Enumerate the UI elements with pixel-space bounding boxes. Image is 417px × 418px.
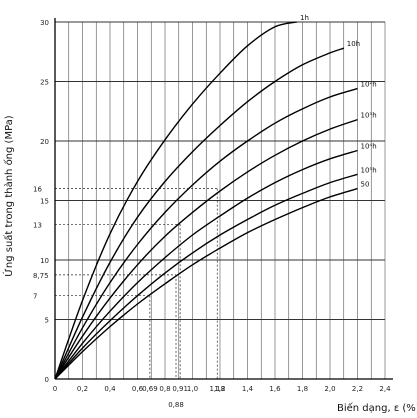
x-tick-label: 1,4 xyxy=(242,385,254,393)
series-line xyxy=(54,21,298,380)
series-label: 50 xyxy=(361,181,370,189)
series-line xyxy=(54,149,358,380)
series-line xyxy=(54,118,358,380)
y-axis-title: Ứng suất trong thành ống (MPa) xyxy=(2,115,15,276)
x-axis-title: Biến dạng, ε (%) xyxy=(337,402,417,414)
x-tick-label: 0,8 xyxy=(159,385,170,393)
y-tick-label: 25 xyxy=(40,79,49,87)
y-tick-label: 20 xyxy=(40,138,49,146)
y-extra-tick-label: 13 xyxy=(33,221,42,229)
y-extra-tick-label: 8,75 xyxy=(33,272,49,280)
y-tick-label: 10 xyxy=(40,257,49,265)
x-extra-tick-label: 0,88 xyxy=(168,401,184,409)
x-tick-label: 1,6 xyxy=(269,385,281,393)
x-tick-label: 0,2 xyxy=(77,385,88,393)
chart-grid xyxy=(54,21,386,379)
x-extra-tick-label: 1,18 xyxy=(209,385,225,393)
x-extra-tick-label: 0,69 xyxy=(142,385,158,393)
series-label: 1h xyxy=(300,14,309,22)
tick-labels: 0 0,2 0,4 0,6 0,8 1,0 1,2 1,4 1,6 1,8 2,0 2,2 2,4 0 5 1… xyxy=(33,14,391,409)
series-label: 10⁵h xyxy=(361,166,377,174)
x-tick-label: 0 xyxy=(53,385,57,393)
series-line xyxy=(54,173,358,380)
x-extra-tick-label: 0,91 xyxy=(172,385,188,393)
x-tick-label: 0,4 xyxy=(104,385,116,393)
x-tick-label: 1,8 xyxy=(297,385,308,393)
series-label: 10h xyxy=(347,40,360,48)
series-line xyxy=(54,187,358,380)
y-tick-label: 15 xyxy=(40,198,49,206)
x-tick-label: 1,0 xyxy=(187,385,198,393)
x-tick-label: 1,2 xyxy=(214,385,225,393)
chart-series xyxy=(54,21,358,380)
chart-axes xyxy=(54,18,393,380)
y-extra-tick-label: 16 xyxy=(33,186,42,194)
x-tick-label: 0,6 xyxy=(132,385,144,393)
y-tick-label: 30 xyxy=(40,19,49,27)
series-label: 10⁴h xyxy=(361,143,377,151)
x-tick-label: 2,2 xyxy=(352,385,363,393)
x-tick-label: 2,4 xyxy=(379,385,391,393)
y-tick-label: 0 xyxy=(45,376,49,384)
y-tick-label: 5 xyxy=(45,317,49,325)
series-label: 10³h xyxy=(361,112,377,120)
y-extra-tick-label: 7 xyxy=(33,293,37,301)
series-label: 10²h xyxy=(361,81,377,89)
series-line xyxy=(54,47,345,380)
series-line xyxy=(54,87,358,380)
x-tick-label: 2,0 xyxy=(324,385,335,393)
